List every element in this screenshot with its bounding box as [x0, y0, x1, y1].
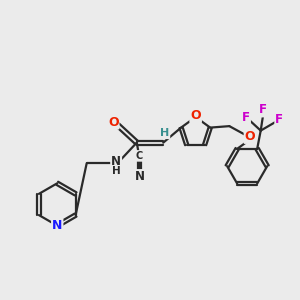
Text: H: H — [160, 128, 169, 138]
Text: C: C — [136, 151, 143, 161]
Text: O: O — [108, 116, 119, 128]
Text: N: N — [52, 219, 62, 232]
Text: N: N — [111, 155, 121, 168]
Text: N: N — [135, 170, 145, 183]
Text: O: O — [190, 109, 201, 122]
Text: F: F — [259, 103, 267, 116]
Text: O: O — [244, 130, 255, 143]
Text: F: F — [275, 113, 283, 127]
Text: F: F — [242, 111, 250, 124]
Text: H: H — [112, 167, 121, 176]
